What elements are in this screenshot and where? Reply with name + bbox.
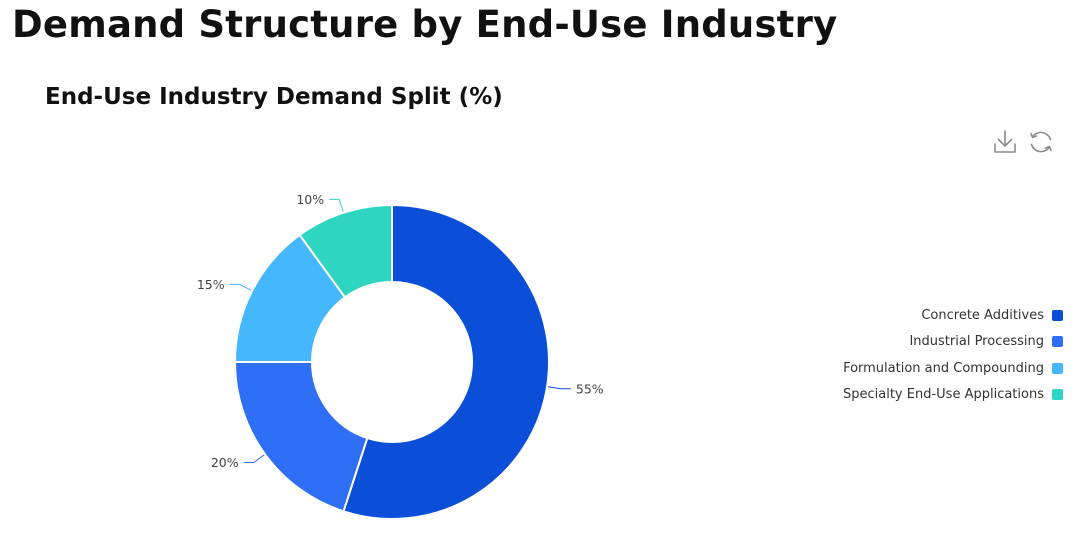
legend-item-concrete-additives[interactable]: Concrete Additives — [843, 302, 1063, 329]
download-icon — [994, 130, 1016, 153]
chart-title: End-Use Industry Demand Split (%) — [45, 84, 503, 110]
legend-label: Specialty End-Use Applications — [843, 387, 1044, 403]
refresh-icon — [1030, 131, 1052, 153]
legend-swatch — [1052, 389, 1063, 401]
legend-item-specialty-end-use-applications[interactable]: Specialty End-Use Applications — [843, 382, 1063, 409]
legend-swatch — [1052, 362, 1063, 374]
data-label-formulation-and-compounding: 15% — [197, 277, 225, 292]
legend-item-formulation-and-compounding[interactable]: Formulation and Compounding — [843, 355, 1063, 382]
legend-swatch — [1052, 309, 1063, 321]
download-button[interactable] — [990, 127, 1020, 157]
leader-line-concrete-additives — [547, 386, 571, 390]
slice-specialty-end-use-applications[interactable] — [298, 203, 393, 299]
leader-line-formulation-and-compounding — [229, 283, 252, 291]
chart-legend: Concrete Additives Industrial Processing F… — [843, 302, 1063, 408]
chart-toolbar — [990, 127, 1058, 157]
leader-line-specialty-end-use-applications — [329, 198, 344, 212]
legend-label: Formulation and Compounding — [843, 360, 1044, 376]
leader-line-industrial-processing — [243, 454, 265, 464]
data-label-industrial-processing: 20% — [211, 455, 239, 470]
data-label-specialty-end-use-applications: 10% — [296, 192, 324, 207]
legend-label: Industrial Processing — [909, 334, 1044, 350]
refresh-button[interactable] — [1026, 127, 1056, 157]
page-title: Demand Structure by End-Use Industry — [12, 3, 838, 46]
legend-label: Concrete Additives — [921, 307, 1044, 323]
slice-concrete-additives[interactable] — [342, 203, 550, 520]
slice-industrial-processing[interactable] — [233, 361, 369, 513]
data-label-concrete-additives: 55% — [576, 381, 604, 396]
legend-swatch — [1052, 336, 1063, 348]
legend-item-industrial-processing[interactable]: Industrial Processing — [843, 329, 1063, 356]
